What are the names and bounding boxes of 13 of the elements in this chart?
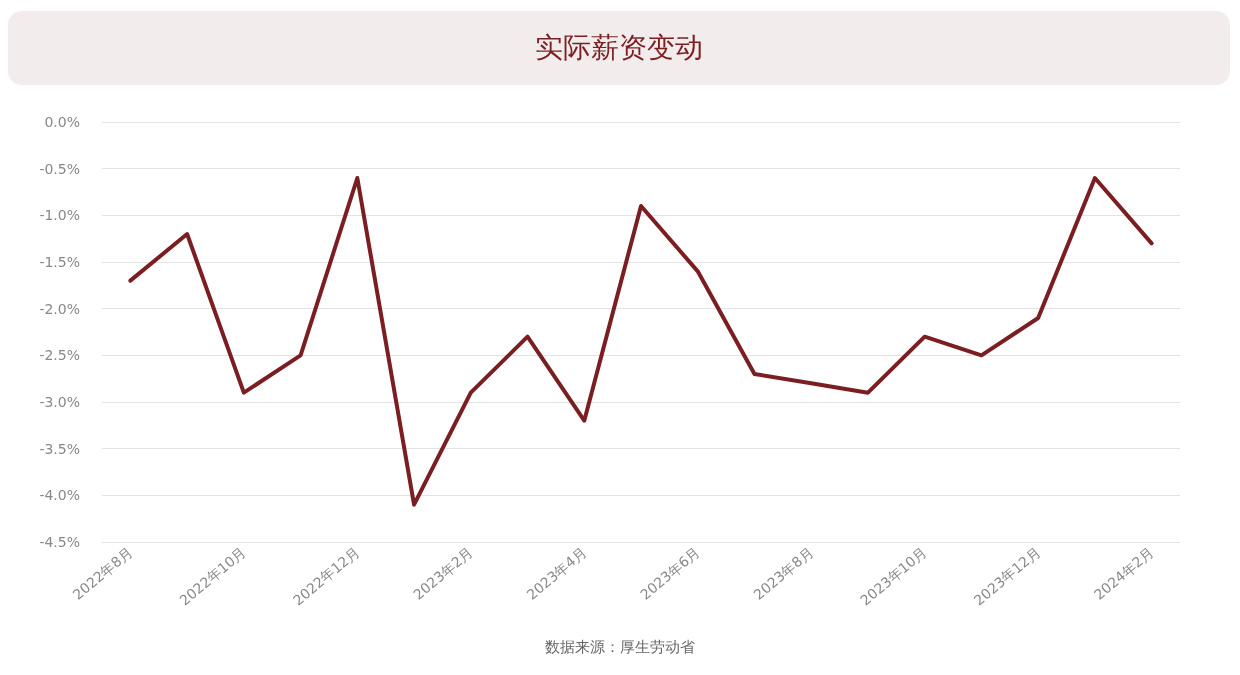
y-tick-label: -1.5% [39, 254, 80, 270]
y-tick-label: 0.0% [44, 114, 80, 130]
y-tick-label: -0.5% [39, 160, 80, 177]
chart-title: 实际薪资变动 [8, 11, 1230, 85]
y-tick-label: -3.0% [39, 394, 80, 410]
source-note: 数据来源：厚生劳动省 [544, 638, 696, 657]
y-tick-label: -1.0% [39, 207, 80, 224]
line-series [128, 176, 1154, 507]
y-tick-label: -4.5% [39, 534, 80, 550]
y-tick-label: -4.0% [39, 487, 80, 504]
y-tick-label: -2.0% [39, 300, 80, 317]
y-tick-label: -3.5% [39, 440, 80, 457]
y-tick-label: -2.5% [39, 347, 80, 364]
